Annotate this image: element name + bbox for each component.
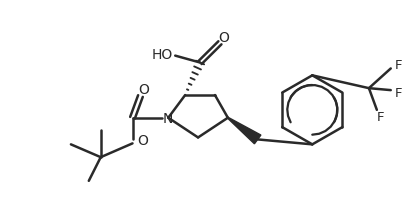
Text: O: O [138, 83, 149, 97]
Text: O: O [218, 31, 229, 45]
Text: F: F [377, 111, 385, 124]
Text: O: O [137, 134, 148, 148]
Text: N: N [163, 112, 173, 126]
Polygon shape [227, 117, 261, 144]
Text: F: F [395, 87, 403, 100]
Text: HO: HO [151, 48, 173, 62]
Text: F: F [395, 59, 403, 72]
